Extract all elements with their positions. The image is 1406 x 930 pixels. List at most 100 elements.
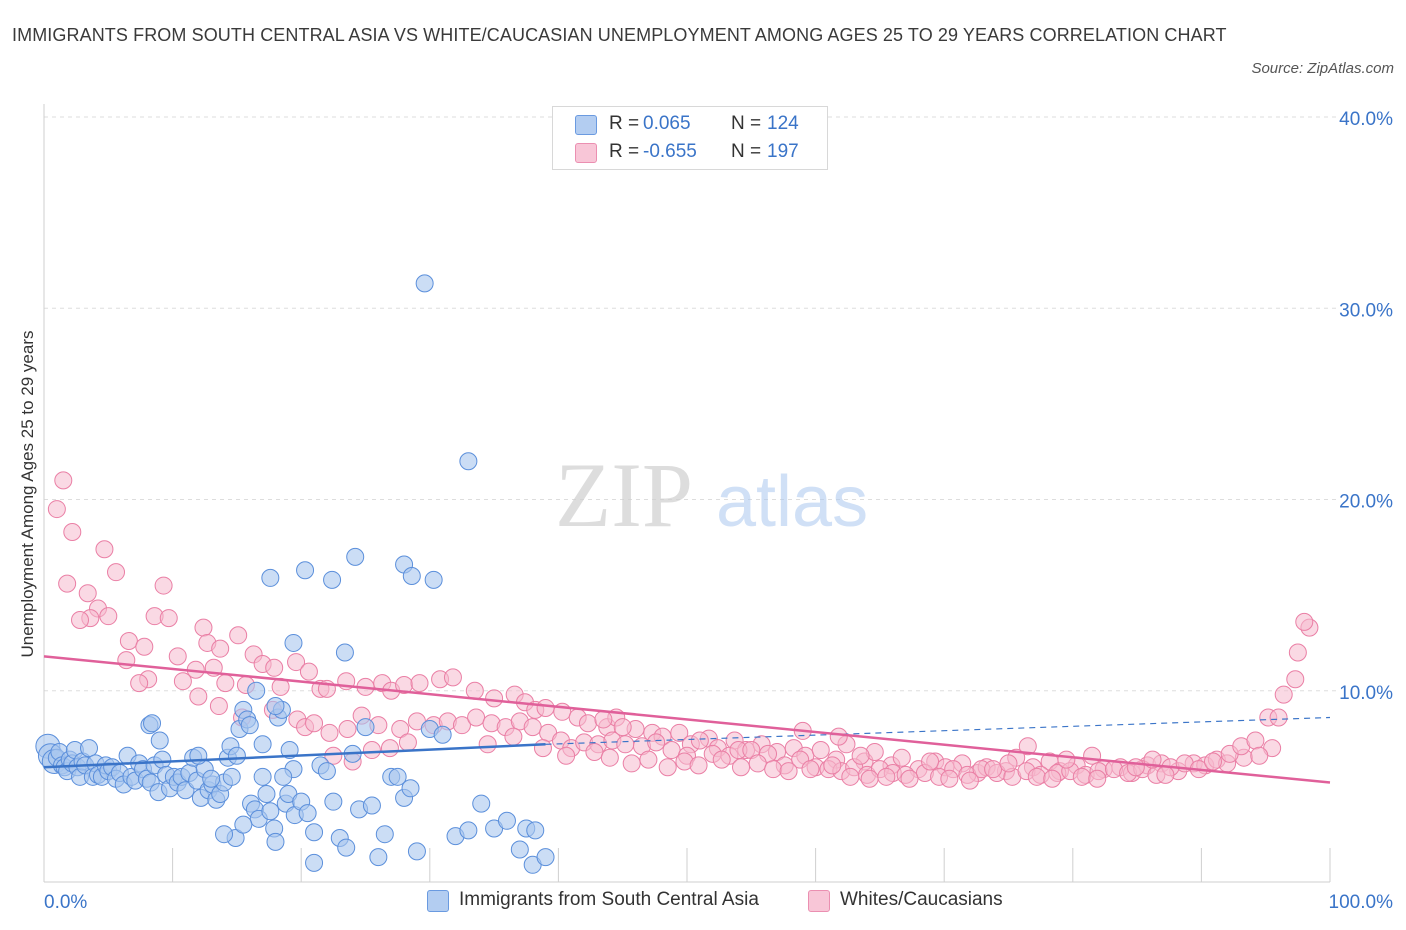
- data-point-whites: [940, 769, 959, 788]
- data-point-whites: [960, 771, 979, 790]
- data-point-whites: [622, 754, 641, 773]
- data-point-whites: [135, 637, 154, 656]
- x-tick-label: 100.0%: [1329, 892, 1394, 913]
- data-point-whites: [391, 720, 410, 738]
- data-point-whites: [1246, 731, 1265, 750]
- legend-r-label: R =: [609, 113, 640, 134]
- watermark: ZIP atlas: [555, 444, 868, 546]
- data-point-whites: [159, 609, 178, 628]
- legend-r-value: 0.065: [643, 113, 691, 134]
- data-point-whites: [107, 563, 126, 582]
- data-point-immigrants: [247, 681, 266, 700]
- data-point-whites: [829, 727, 848, 746]
- data-point-whites: [616, 735, 635, 754]
- data-point-immigrants: [369, 848, 388, 867]
- data-point-whites: [1088, 769, 1107, 788]
- data-point-whites: [1072, 767, 1091, 786]
- data-point-immigrants: [536, 848, 555, 867]
- data-point-whites: [443, 668, 462, 687]
- data-point-whites: [58, 574, 77, 593]
- data-point-whites: [536, 698, 555, 717]
- data-point-whites: [398, 733, 417, 752]
- data-point-whites: [229, 626, 248, 645]
- data-point-immigrants: [240, 716, 259, 735]
- data-point-whites: [154, 576, 173, 595]
- data-point-immigrants: [324, 792, 343, 811]
- data-point-immigrants: [526, 821, 545, 840]
- data-point-whites: [1269, 708, 1288, 727]
- data-point-whites: [600, 748, 619, 767]
- data-point-whites: [130, 674, 149, 693]
- data-point-whites: [119, 632, 138, 651]
- data-point-whites: [465, 681, 484, 700]
- data-point-whites: [764, 760, 783, 779]
- data-point-whites: [999, 754, 1018, 773]
- legend-swatch-pink: [575, 143, 597, 163]
- bottom-legend-swatch-blue: [427, 890, 449, 912]
- data-point-whites: [1156, 765, 1175, 784]
- data-point-whites: [841, 767, 860, 786]
- trend-line-whites: [43, 655, 1331, 784]
- data-point-whites: [613, 718, 632, 737]
- data-point-immigrants: [459, 452, 478, 471]
- data-point-whites: [801, 760, 820, 779]
- data-point-whites: [690, 731, 709, 750]
- data-point-immigrants: [459, 821, 478, 840]
- data-point-whites: [1203, 752, 1222, 771]
- data-point-whites: [324, 746, 343, 765]
- legend-n-label: N =: [731, 113, 762, 134]
- data-point-whites: [410, 674, 429, 693]
- data-point-immigrants: [402, 567, 421, 585]
- data-point-whites: [47, 500, 66, 519]
- watermark-atlas: atlas: [716, 462, 868, 542]
- data-point-whites: [194, 618, 213, 637]
- data-point-immigrants: [497, 811, 516, 830]
- data-point-immigrants: [261, 568, 280, 587]
- trend-line-immigrants-extrapolated: [545, 716, 1331, 745]
- data-point-immigrants: [176, 781, 195, 800]
- data-point-whites: [892, 748, 911, 767]
- data-point-whites: [1295, 612, 1314, 631]
- data-point-whites: [639, 750, 658, 769]
- data-point-whites: [216, 674, 235, 693]
- data-point-immigrants: [202, 769, 221, 788]
- chart-source: Source: ZipAtlas.com: [1251, 60, 1394, 77]
- data-point-whites: [984, 760, 1003, 779]
- data-point-immigrants: [375, 825, 394, 844]
- data-point-whites: [305, 714, 324, 733]
- data-point-whites: [658, 758, 677, 777]
- data-point-whites: [779, 762, 798, 781]
- data-point-immigrants: [296, 561, 315, 580]
- data-point-whites: [485, 689, 504, 708]
- data-point-immigrants: [323, 570, 342, 589]
- x-tick-label: 0.0%: [44, 892, 87, 913]
- legend-n-value: 124: [767, 113, 799, 134]
- data-point-whites: [594, 710, 613, 729]
- data-point-immigrants: [362, 796, 381, 815]
- data-point-whites: [338, 720, 357, 738]
- data-point-immigrants: [266, 697, 285, 716]
- data-point-immigrants: [80, 739, 99, 758]
- data-point-immigrants: [305, 823, 324, 842]
- data-point-immigrants: [150, 731, 169, 750]
- data-point-immigrants: [388, 767, 407, 786]
- bottom-legend-label: Immigrants from South Central Asia: [459, 889, 759, 910]
- data-point-immigrants: [356, 718, 375, 737]
- data-point-immigrants: [222, 767, 241, 786]
- data-point-whites: [467, 708, 486, 727]
- data-point-whites: [557, 746, 576, 765]
- data-point-immigrants: [266, 832, 285, 851]
- data-point-immigrants: [274, 767, 293, 786]
- data-point-whites: [1250, 746, 1269, 765]
- legend-r-label: R =: [609, 141, 640, 162]
- data-point-whites: [320, 723, 339, 742]
- data-point-whites: [748, 754, 767, 773]
- data-point-immigrants: [317, 762, 336, 781]
- data-point-whites: [95, 540, 114, 559]
- data-point-immigrants: [401, 779, 420, 798]
- data-point-whites: [860, 769, 879, 788]
- data-point-immigrants: [153, 750, 172, 769]
- data-point-immigrants: [424, 570, 443, 589]
- data-point-immigrants: [257, 785, 276, 804]
- data-point-whites: [670, 723, 689, 742]
